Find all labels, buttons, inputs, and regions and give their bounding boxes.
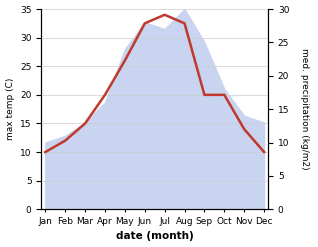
Y-axis label: max temp (C): max temp (C) — [5, 78, 15, 140]
X-axis label: date (month): date (month) — [116, 231, 194, 242]
Y-axis label: med. precipitation (kg/m2): med. precipitation (kg/m2) — [300, 48, 309, 170]
